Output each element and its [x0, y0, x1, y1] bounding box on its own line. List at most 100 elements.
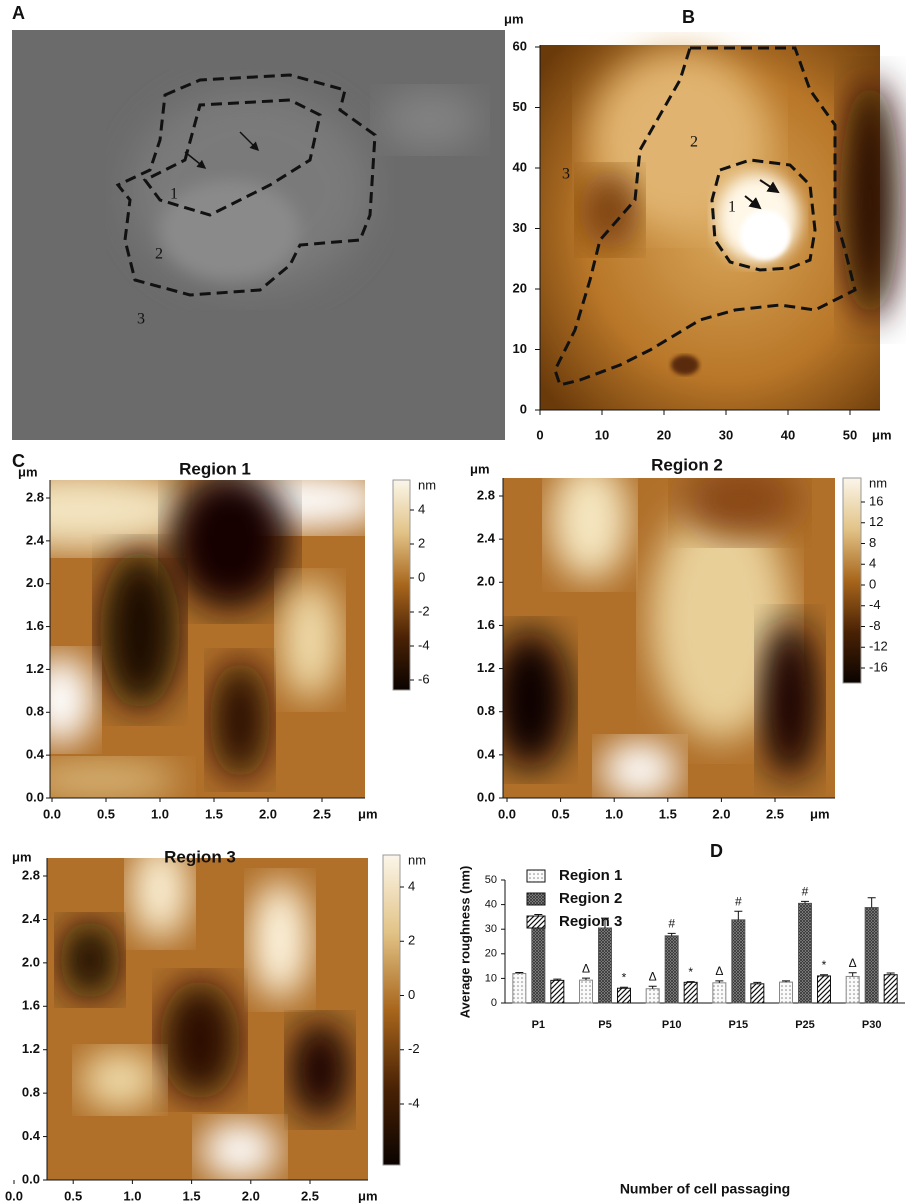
x-tick-label: 0.5	[64, 1188, 82, 1203]
x-unit: μm	[872, 427, 892, 442]
scale-unit: nm	[869, 475, 887, 490]
error-bar	[686, 981, 695, 983]
bar	[750, 983, 765, 1004]
significance-mark: Δ	[849, 956, 857, 970]
x-tick-label: 2.0	[712, 806, 730, 821]
scale-tick-label: 12	[869, 514, 883, 529]
legend-swatch	[526, 869, 546, 883]
x-tick-label: 1.0	[123, 1188, 141, 1203]
error-bar	[734, 910, 743, 920]
map-feature	[680, 478, 800, 540]
error-bar	[648, 985, 657, 989]
error-bar	[848, 972, 857, 977]
scale-tick-label: -12	[869, 639, 888, 654]
error-bar	[582, 977, 590, 981]
error-bar	[515, 971, 524, 974]
y-tick-label: 20	[485, 948, 497, 960]
bar	[598, 927, 612, 1004]
map-title: Region 1	[179, 459, 251, 478]
y-tick-label: 50	[485, 874, 497, 886]
x-unit: μm	[358, 806, 378, 821]
y-tick-label: 1.6	[477, 617, 495, 632]
y-unit: μm	[12, 849, 32, 864]
scale-tick-label: 16	[869, 493, 883, 508]
x-axis-title: Number of cell passaging	[620, 1181, 790, 1197]
region-label: 2	[690, 134, 698, 151]
x-tick-label: P1	[532, 1019, 545, 1031]
map-feature	[50, 655, 95, 745]
panel-a-image	[12, 30, 505, 440]
bar	[664, 935, 679, 1004]
color-bar	[842, 477, 862, 684]
color-bar	[392, 479, 411, 691]
y-tick-label: 1.6	[22, 998, 40, 1013]
y-tick-label: 0.0	[22, 1171, 40, 1186]
y-tick-label: 2.8	[477, 487, 495, 502]
map-feature	[290, 1020, 350, 1120]
bar	[731, 919, 746, 1004]
legend-label: Region 2	[559, 890, 622, 907]
bar	[645, 988, 660, 1004]
significance-mark: *	[622, 970, 627, 984]
height-map	[50, 480, 365, 798]
x-tick-label: 0.0	[43, 806, 61, 821]
map-feature	[250, 880, 310, 1000]
y-tick-label: 2.0	[22, 954, 40, 969]
map-feature	[50, 760, 180, 798]
significance-mark: #	[735, 894, 742, 908]
map-feature	[650, 500, 790, 740]
error-bar	[886, 972, 895, 975]
panel-label: D	[710, 841, 723, 861]
y-tick-label: 20	[513, 280, 527, 295]
x-tick-label: 2.0	[259, 806, 277, 821]
legend-swatch	[526, 892, 546, 906]
y-tick-label: 0	[491, 997, 497, 1009]
x-tick-label: 10	[595, 427, 609, 442]
x-tick-label: 0.0	[498, 806, 516, 821]
error-bar	[801, 900, 809, 904]
region-label: 3	[562, 166, 570, 183]
scale-tick-label: 2	[408, 933, 415, 948]
scale-unit: nm	[418, 477, 436, 492]
y-tick-label: 1.2	[22, 1041, 40, 1056]
significance-mark: #	[802, 885, 809, 899]
significance-mark: #	[668, 917, 675, 931]
y-tick-label: 2.0	[26, 575, 44, 590]
y-tick-label: 30	[485, 923, 497, 935]
color-bar	[382, 854, 401, 1166]
error-bar	[782, 980, 790, 983]
bar	[864, 907, 879, 1004]
map-feature	[60, 920, 120, 1000]
y-unit: μm	[18, 464, 38, 479]
x-tick-label: 0	[536, 427, 543, 442]
y-tick-label: 0.4	[26, 747, 45, 762]
error-bar	[601, 917, 609, 928]
x-tick-label: 2.5	[313, 806, 331, 821]
scale-tick-label: -6	[418, 671, 430, 686]
x-tick-label: 1.5	[205, 806, 223, 821]
x-unit: μm	[810, 806, 830, 821]
x-tick-label: P30	[862, 1019, 882, 1031]
scale-tick-label: 0	[408, 987, 415, 1002]
scale-tick-label: 8	[869, 535, 876, 550]
scale-unit: nm	[408, 852, 426, 867]
y-tick-label: 1.6	[26, 618, 44, 633]
y-tick-label: 30	[513, 220, 527, 235]
map-title: Region 3	[164, 847, 236, 866]
scale-tick-label: 0	[869, 576, 876, 591]
scale-tick-label: 4	[408, 878, 415, 893]
map-feature	[503, 630, 570, 770]
map-feature	[170, 480, 290, 610]
panel-b-image	[540, 45, 900, 410]
y-tick-label: 50	[513, 99, 527, 114]
x-tick-label: 2.5	[301, 1188, 319, 1203]
y-tick-label: 2.8	[22, 867, 40, 882]
legend-swatch	[526, 915, 546, 929]
x-tick-label: 2.0	[242, 1188, 260, 1203]
x-tick-label: P10	[662, 1019, 682, 1031]
scale-tick-label: -8	[869, 618, 881, 633]
scale-tick-label: -4	[408, 1095, 420, 1110]
region-label: 2	[155, 246, 163, 263]
y-tick-label: 1.2	[26, 661, 44, 676]
